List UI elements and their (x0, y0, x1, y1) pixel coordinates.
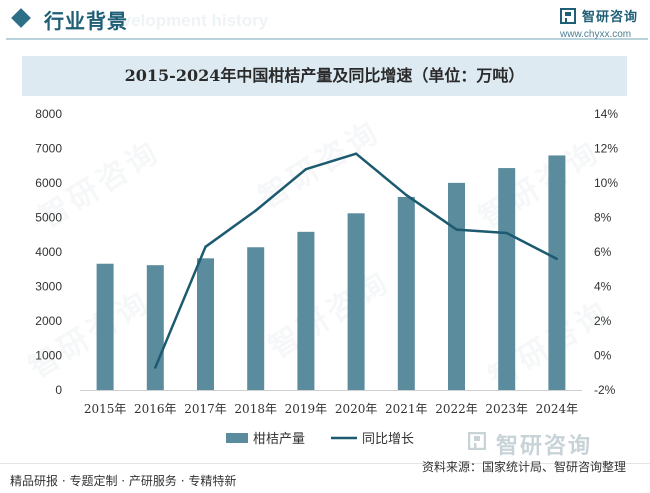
x-tick-label: 2017年 (184, 402, 227, 416)
x-tick-label: 2015年 (84, 402, 127, 416)
bar (247, 247, 265, 390)
y-tick-label-right: 12% (594, 142, 618, 156)
y-tick-label-left: 1000 (35, 349, 62, 363)
legend-label-bar: 柑桔产量 (253, 432, 305, 447)
legend-swatch-bar (226, 433, 248, 443)
line-series (154, 152, 559, 369)
x-tick-label: 2023年 (485, 402, 528, 416)
bar-series (96, 155, 566, 390)
y-tick-label-right: 6% (594, 245, 612, 259)
bar (448, 182, 465, 390)
y-tick-label-left: 7000 (35, 142, 62, 156)
brand-url: www.chyxx.com (560, 29, 632, 40)
line-point (154, 366, 157, 369)
line-point (405, 193, 408, 197)
line-point (505, 231, 508, 235)
x-tick-label: 2022年 (435, 402, 478, 416)
y-tick-label-left: 3000 (35, 280, 62, 294)
legend: 柑桔产量 同比增长 (226, 432, 414, 447)
y-tick-label-right: 8% (594, 211, 612, 225)
bar (146, 265, 164, 390)
footer: 精品研报 · 专题定制 · 产研服务 · 专精特新 资料来源：国家统计局、智研咨… (0, 460, 650, 493)
footer-logo-text: 智研咨询 (496, 434, 593, 459)
bar (197, 258, 214, 390)
y-tick-label-left: 4000 (35, 245, 62, 259)
header-ghost-text: Development history (100, 11, 269, 30)
bar (96, 263, 114, 390)
y-tick-label-right: 14% (594, 107, 618, 121)
line-point (204, 245, 207, 249)
line-point (254, 209, 257, 212)
bar (498, 168, 516, 390)
header: Development history 行业背景 (0, 0, 650, 44)
y-tick-label-right: -2% (594, 383, 616, 397)
bar (397, 196, 415, 390)
brand-name: 智研咨询 (582, 10, 639, 25)
header-diamond-icon (11, 8, 31, 28)
x-tick-label: 2020年 (335, 402, 378, 416)
chart-title: 2015-2024年中国柑桔产量及同比增速（单位：万吨） (124, 66, 525, 85)
y-axis-left: 0 1000 2000 3000 4000 5000 6000 7000 8000 (35, 107, 62, 397)
y-tick-label-right: 4% (594, 280, 612, 294)
x-tick-label: 2024年 (536, 402, 579, 416)
x-tick-label: 2016年 (134, 402, 177, 416)
data-source: 资料来源：国家统计局、智研咨询整理 (422, 460, 627, 474)
brand-logo-icon (560, 8, 576, 24)
y-tick-label-left: 5000 (35, 211, 62, 225)
footer-services: 精品研报 · 专题定制 · 产研服务 · 专精特新 (10, 474, 237, 488)
y-axis-right: -2% 0% 2% 4% 6% 8% 10% 12% 14% (594, 107, 618, 397)
bar (347, 213, 365, 390)
y-tick-label-right: 10% (594, 176, 618, 190)
x-tick-label: 2018年 (234, 402, 277, 416)
x-tick-label: 2021年 (385, 402, 428, 416)
line-point (304, 168, 308, 171)
y-tick-label-left: 8000 (35, 107, 62, 121)
chart-title-band (22, 56, 627, 96)
x-tick-label: 2019年 (285, 402, 328, 416)
y-tick-label-left: 0 (55, 383, 62, 397)
line-point (555, 257, 559, 261)
x-axis: 2015年 2016年 2017年 2018年 2019年 2020年 2021年 2022年… (84, 402, 578, 416)
footer-logo-icon (468, 432, 486, 450)
y-tick-label-left: 6000 (35, 176, 62, 190)
chart: 0 1000 2000 3000 4000 5000 6000 7000 8000 -2% 0% 2… (35, 107, 618, 447)
legend-label-line: 同比增长 (362, 432, 414, 447)
line-point (354, 152, 358, 155)
bar (548, 155, 566, 390)
header-divider (6, 38, 648, 40)
section-title: 行业背景 (44, 9, 128, 33)
y-tick-label-right: 2% (594, 314, 612, 328)
y-tick-label-right: 0% (594, 349, 612, 363)
bar (297, 231, 315, 390)
line-point (455, 228, 458, 231)
y-tick-label-left: 2000 (35, 314, 62, 328)
